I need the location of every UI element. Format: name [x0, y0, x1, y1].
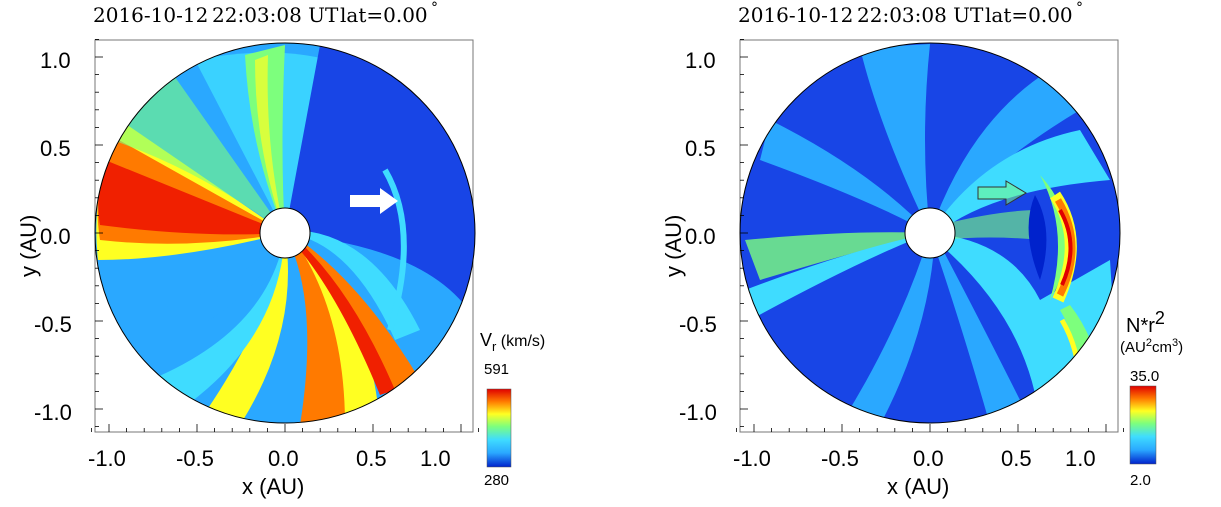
x-axis-label: x (AU) [242, 474, 304, 499]
title-time: 22:03:08 UT [857, 3, 984, 27]
inner-boundary [259, 207, 311, 259]
tick-marks-right [736, 39, 1124, 432]
x-tick-label: -1.0 [733, 446, 771, 471]
panel-velocity: 2016-10-12 22:03:08 UT lat=0.00 ° [16, 0, 545, 499]
x-tick-label: 0.0 [913, 446, 944, 471]
colorbar-gradient [1129, 385, 1157, 465]
y-tick-label: 0.5 [685, 136, 716, 161]
y-tick-label: 0.0 [685, 224, 716, 249]
x-tick-label: 1.0 [1065, 446, 1096, 471]
y-tick-label: -1.0 [679, 400, 717, 425]
y-axis-label: y (AU) [16, 215, 41, 277]
colorbar-max-label: 591 [484, 361, 509, 378]
colorbar-title: N*r2 [1126, 308, 1165, 337]
colorbar-title: Vr (km/s) [480, 330, 545, 354]
x-tick-label: 1.0 [420, 446, 451, 471]
title-degree: ° [1076, 0, 1083, 16]
x-ticks: -1.0 -0.5 0.0 0.5 1.0 [88, 446, 451, 471]
y-ticks: 1.0 0.5 0.0 -0.5 -1.0 [679, 48, 717, 425]
x-tick-label: -1.0 [88, 446, 126, 471]
inner-boundary [904, 207, 956, 259]
x-tick-label: 0.5 [1001, 446, 1032, 471]
white-arrow [350, 188, 398, 214]
y-tick-label: 1.0 [685, 48, 716, 73]
colorbar-unit: (AU2cm3) [1120, 337, 1183, 356]
y-tick-label: -1.0 [34, 400, 72, 425]
title-lat: lat=0.00 [985, 3, 1073, 27]
colorbar-gradient [486, 388, 512, 468]
x-axis-label: x (AU) [887, 474, 949, 499]
outline-arrow [977, 180, 1027, 206]
x-tick-label: 0.5 [356, 446, 387, 471]
velocity-map [95, 43, 475, 423]
colorbar-density: N*r2 (AU2cm3) 35.0 2.0 [1120, 308, 1183, 489]
y-tick-label: 0.0 [40, 224, 71, 249]
title-time: 22:03:08 UT [212, 3, 339, 27]
y-tick-label: 1.0 [40, 48, 71, 73]
x-tick-label: -0.5 [821, 446, 859, 471]
colorbar-max-label: 35.0 [1130, 368, 1159, 385]
x-tick-label: 0.0 [268, 446, 299, 471]
tick-marks-left [91, 39, 480, 432]
y-tick-label: -0.5 [679, 312, 717, 337]
y-tick-label: -0.5 [34, 312, 72, 337]
colorbar-min-label: 2.0 [1130, 472, 1151, 489]
y-ticks: 1.0 0.5 0.0 -0.5 -1.0 [34, 48, 72, 425]
title-degree: ° [431, 0, 438, 16]
colorbar-velocity: Vr (km/s) 591 280 [480, 330, 545, 489]
panel-density: 2016-10-12 22:03:08 UT lat=0.00 ° [661, 0, 1183, 499]
title-lat: lat=0.00 [340, 3, 428, 27]
y-axis-label: y (AU) [661, 215, 686, 277]
colorbar-min-label: 280 [484, 472, 509, 489]
y-tick-label: 0.5 [40, 136, 71, 161]
title-date: 2016-10-12 [93, 3, 208, 27]
x-tick-label: -0.5 [176, 446, 214, 471]
title-date: 2016-10-12 [738, 3, 853, 27]
x-ticks: -1.0 -0.5 0.0 0.5 1.0 [733, 446, 1096, 471]
